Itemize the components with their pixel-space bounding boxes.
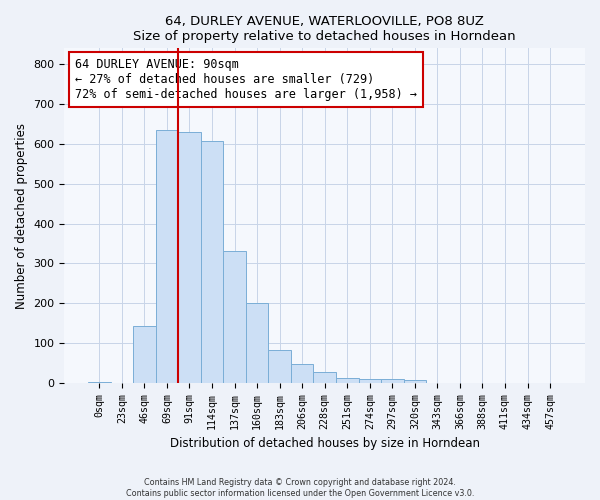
Bar (201, 140, 223, 383)
Bar (268, 350, 291, 383)
Bar (88, 382, 110, 383)
Bar (313, 372, 336, 383)
Bar (178, 132, 201, 383)
Text: Contains HM Land Registry data © Crown copyright and database right 2024.
Contai: Contains HM Land Registry data © Crown c… (126, 478, 474, 498)
Bar (381, 379, 404, 383)
Bar (155, 130, 178, 383)
Bar (223, 252, 246, 383)
Y-axis label: Number of detached properties: Number of detached properties (15, 122, 28, 308)
Bar (336, 378, 359, 383)
Text: 64 DURLEY AVENUE: 90sqm
← 27% of detached houses are smaller (729)
72% of semi-d: 64 DURLEY AVENUE: 90sqm ← 27% of detache… (75, 58, 417, 102)
Bar (133, 326, 155, 383)
Bar (404, 380, 426, 383)
Bar (291, 364, 313, 383)
Title: 64, DURLEY AVENUE, WATERLOOVILLE, PO8 8UZ
Size of property relative to detached : 64, DURLEY AVENUE, WATERLOOVILLE, PO8 8U… (133, 15, 516, 43)
X-axis label: Distribution of detached houses by size in Horndean: Distribution of detached houses by size … (170, 437, 480, 450)
Bar (359, 379, 381, 383)
Bar (246, 304, 268, 383)
